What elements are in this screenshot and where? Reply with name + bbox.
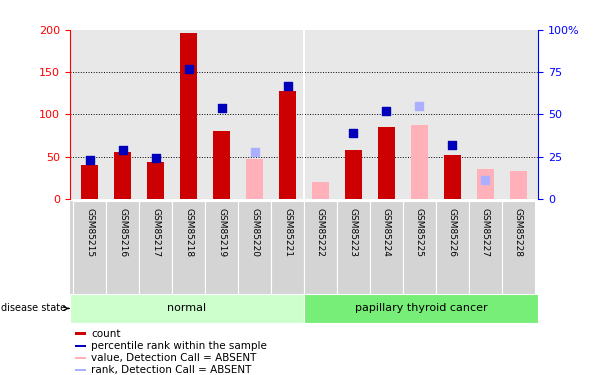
Point <box>348 130 358 136</box>
Text: GSM85228: GSM85228 <box>514 208 523 257</box>
Bar <box>313 182 329 199</box>
Text: papillary thyroid cancer: papillary thyroid cancer <box>354 303 488 313</box>
Point <box>250 148 260 154</box>
Text: percentile rank within the sample: percentile rank within the sample <box>91 341 267 351</box>
Point <box>216 105 226 111</box>
Text: GSM85218: GSM85218 <box>184 208 193 257</box>
Bar <box>411 125 427 199</box>
Text: GSM85226: GSM85226 <box>448 208 457 257</box>
Point <box>118 147 128 153</box>
Text: GSM85216: GSM85216 <box>118 208 127 257</box>
Text: GSM85217: GSM85217 <box>151 208 160 257</box>
Bar <box>477 169 494 199</box>
Bar <box>205 201 238 294</box>
Bar <box>75 357 86 359</box>
Bar <box>444 155 461 199</box>
Point <box>382 108 392 114</box>
Text: GSM85219: GSM85219 <box>217 208 226 257</box>
Text: value, Detection Call = ABSENT: value, Detection Call = ABSENT <box>91 353 257 363</box>
Point <box>415 103 424 109</box>
Text: normal: normal <box>167 303 207 313</box>
Text: GSM85220: GSM85220 <box>250 208 259 257</box>
Text: GSM85222: GSM85222 <box>316 208 325 257</box>
Bar <box>172 201 205 294</box>
Bar <box>75 345 86 347</box>
Bar <box>75 369 86 371</box>
Text: disease state: disease state <box>1 303 69 313</box>
Point <box>283 83 292 89</box>
Bar <box>370 201 403 294</box>
Bar <box>246 159 263 199</box>
Text: GSM85215: GSM85215 <box>85 208 94 257</box>
Bar <box>238 201 271 294</box>
Point <box>184 66 193 72</box>
Bar <box>279 91 295 199</box>
Bar <box>403 201 436 294</box>
Bar <box>75 333 86 334</box>
Bar <box>436 201 469 294</box>
Bar <box>213 131 230 199</box>
Text: count: count <box>91 328 120 339</box>
Bar <box>337 201 370 294</box>
Bar <box>271 201 304 294</box>
Text: GSM85221: GSM85221 <box>283 208 292 257</box>
Text: GSM85224: GSM85224 <box>382 208 391 257</box>
Text: rank, Detection Call = ABSENT: rank, Detection Call = ABSENT <box>91 365 251 375</box>
Bar <box>502 201 535 294</box>
Point <box>447 142 457 148</box>
Bar <box>510 171 527 199</box>
Bar <box>181 33 197 199</box>
Bar <box>81 165 98 199</box>
Point <box>151 155 161 161</box>
Bar <box>469 201 502 294</box>
Bar <box>304 294 538 322</box>
Bar <box>106 201 139 294</box>
Bar <box>73 201 106 294</box>
Bar <box>345 150 362 199</box>
Bar <box>114 152 131 199</box>
Text: GSM85223: GSM85223 <box>349 208 358 257</box>
Bar <box>70 294 304 322</box>
Point <box>85 157 95 163</box>
Text: GSM85227: GSM85227 <box>481 208 490 257</box>
Bar <box>139 201 172 294</box>
Bar <box>304 201 337 294</box>
Point <box>480 177 490 183</box>
Bar <box>147 162 164 199</box>
Text: GSM85225: GSM85225 <box>415 208 424 257</box>
Bar <box>378 127 395 199</box>
